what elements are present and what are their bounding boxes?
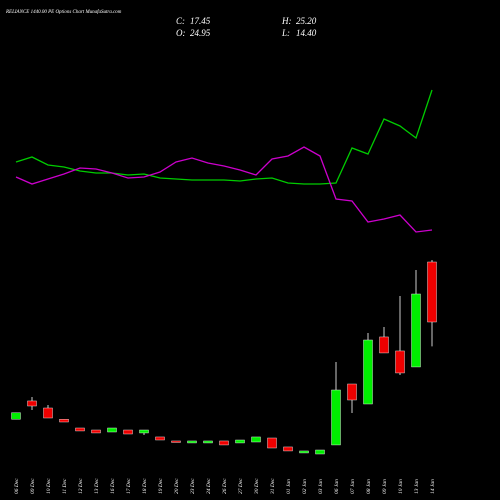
candle-body [235,439,245,444]
x-tick-label: 27 Dec [238,478,244,494]
summary-name: C: [176,16,185,26]
x-tick-label: 17 Dec [126,478,132,494]
candle-body [411,293,421,368]
candle-body [331,389,341,446]
x-tick-label: 31 Dec [270,478,276,495]
candle-body [267,437,277,449]
x-tick-label: 14 Jan [429,479,436,494]
x-tick-label: 30 Dec [254,478,260,495]
candle-body [123,429,133,435]
candle-body [27,400,37,407]
candle-body [59,419,69,423]
candle-body [107,427,117,433]
x-tick-label: 26 Dec [222,478,228,494]
x-tick-label: 18 Dec [142,478,148,494]
x-tick-label: 10 Jan [398,479,404,494]
x-tick-label: 01 Jan [286,479,292,494]
chart-title: RELIANCE 1440.00 PE Options Chart Munafa… [5,10,122,15]
summary-value: 25.20 [296,16,317,26]
x-tick-label: 12 Dec [78,478,84,494]
x-tick-label: 06 Dec [14,478,20,494]
x-tick-label: 19 Dec [158,478,164,494]
indicator-line [15,89,433,185]
x-tick-label: 20 Dec [174,478,180,494]
candle-body [171,440,181,443]
x-tick-label: 09 Jan [382,479,388,494]
x-tick-label: 08 Jan [366,479,372,494]
candle-body [187,440,197,444]
x-tick-label: 24 Dec [205,478,212,494]
summary-value: 24.95 [190,28,211,38]
candle-body [347,383,357,401]
candle-body [315,449,325,455]
x-tick-label: 10 Dec [46,478,52,494]
candle-body [91,429,101,434]
x-tick-label: 09 Dec [30,478,36,494]
candle-body [219,440,229,446]
summary-name: H: [281,16,292,26]
x-tick-label: 11 Dec [62,478,68,494]
candle-body [155,436,165,441]
x-tick-label: 13 Jan [414,479,420,494]
summary-name: L: [281,28,290,38]
x-tick-label: 07 Jan [350,479,356,494]
x-tick-label: 13 Dec [94,478,100,494]
summary-value: 17.45 [190,16,211,26]
x-tick-label: 16 Dec [110,478,116,494]
candle-body [427,261,437,323]
candle-body [379,336,389,354]
candle-body [283,446,293,452]
candle-body [43,407,53,419]
indicator-line [15,146,433,233]
candle-body [139,429,149,434]
candle-body [251,436,261,443]
summary-value: 14.40 [296,28,317,38]
x-tick-label: 03 Jan [318,479,324,494]
x-tick-label: 06 Jan [334,479,340,494]
candle-body [395,350,405,374]
candle-body [299,450,309,454]
candle-body [363,339,373,405]
candle-body [11,412,21,420]
candle-body [203,440,213,444]
x-tick-label: 02 Jan [302,479,308,494]
candle-body [75,427,85,432]
x-tick-label: 23 Dec [190,478,196,494]
summary-name: O: [176,28,186,38]
